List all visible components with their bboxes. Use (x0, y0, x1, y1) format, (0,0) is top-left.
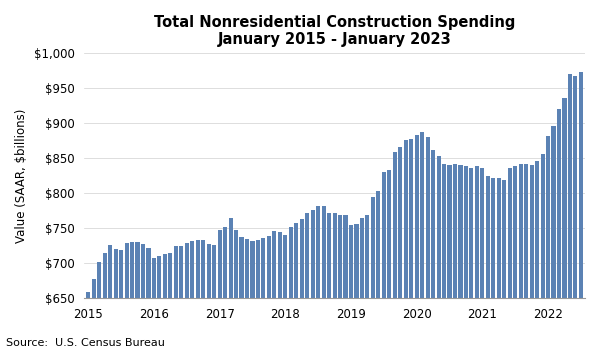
Bar (343, 215, 347, 298)
Bar (256, 240, 260, 298)
Bar (425, 137, 430, 298)
Bar (448, 165, 452, 298)
Bar (518, 164, 523, 298)
Bar (360, 218, 364, 298)
Bar (541, 154, 545, 298)
Bar (250, 241, 254, 298)
Bar (382, 172, 386, 298)
Bar (420, 132, 424, 298)
Bar (365, 215, 370, 298)
Bar (574, 76, 577, 298)
Bar (245, 239, 249, 298)
Bar (513, 166, 517, 298)
Bar (179, 246, 184, 298)
Bar (169, 253, 172, 298)
Bar (152, 258, 156, 298)
Bar (113, 249, 118, 298)
Bar (136, 242, 140, 298)
Bar (218, 230, 221, 298)
Bar (86, 292, 91, 298)
Bar (157, 256, 161, 298)
Bar (551, 126, 556, 298)
Bar (212, 245, 216, 298)
Bar (108, 245, 112, 298)
Bar (349, 225, 353, 298)
Bar (535, 161, 539, 298)
Bar (289, 227, 293, 298)
Bar (409, 139, 413, 298)
Bar (475, 166, 479, 298)
Bar (491, 177, 496, 298)
Bar (119, 250, 123, 298)
Text: Source:  U.S. Census Bureau: Source: U.S. Census Bureau (6, 338, 165, 348)
Bar (431, 149, 435, 298)
Bar (234, 230, 238, 298)
Bar (557, 109, 561, 298)
Bar (524, 164, 528, 298)
Bar (278, 232, 282, 298)
Bar (497, 177, 501, 298)
Bar (398, 147, 403, 298)
Bar (437, 156, 440, 298)
Bar (262, 238, 265, 298)
Bar (546, 135, 550, 298)
Bar (469, 168, 473, 298)
Bar (92, 279, 96, 298)
Bar (267, 236, 271, 298)
Bar (97, 262, 101, 298)
Bar (311, 210, 315, 298)
Bar (579, 72, 583, 298)
Bar (185, 243, 189, 298)
Bar (371, 197, 375, 298)
Bar (562, 98, 566, 298)
Bar (125, 243, 128, 298)
Bar (332, 214, 337, 298)
Bar (376, 191, 380, 298)
Bar (130, 242, 134, 298)
Bar (103, 253, 107, 298)
Bar (294, 223, 298, 298)
Bar (355, 224, 359, 298)
Bar (196, 240, 200, 298)
Bar (393, 152, 397, 298)
Bar (305, 213, 309, 298)
Bar (338, 215, 342, 298)
Bar (174, 246, 178, 298)
Bar (141, 244, 145, 298)
Bar (283, 235, 287, 298)
Bar (502, 180, 506, 298)
Bar (453, 164, 457, 298)
Bar (201, 240, 205, 298)
Bar (190, 241, 194, 298)
Bar (146, 248, 151, 298)
Title: Total Nonresidential Construction Spending
January 2015 - January 2023: Total Nonresidential Construction Spendi… (154, 15, 515, 47)
Bar (508, 168, 512, 298)
Bar (415, 135, 419, 298)
Bar (458, 165, 463, 298)
Bar (486, 175, 490, 298)
Bar (442, 163, 446, 298)
Bar (322, 206, 326, 298)
Y-axis label: Value (SAAR, $billions): Value (SAAR, $billions) (15, 108, 28, 243)
Bar (464, 166, 468, 298)
Bar (272, 231, 277, 298)
Bar (481, 168, 484, 298)
Bar (387, 170, 391, 298)
Bar (229, 218, 233, 298)
Bar (299, 219, 304, 298)
Bar (530, 165, 533, 298)
Bar (239, 237, 244, 298)
Bar (206, 244, 211, 298)
Bar (223, 227, 227, 298)
Bar (327, 214, 331, 298)
Bar (568, 74, 572, 298)
Bar (316, 206, 320, 298)
Bar (163, 254, 167, 298)
Bar (404, 140, 408, 298)
